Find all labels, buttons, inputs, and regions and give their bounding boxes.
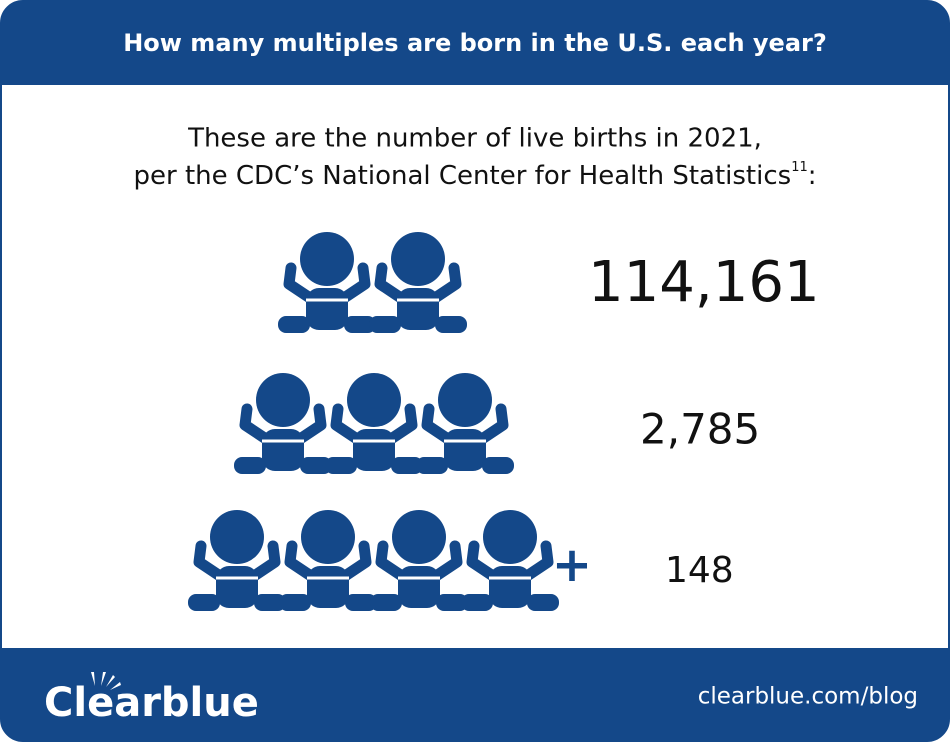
- header-band: [1, 1, 949, 85]
- baby-leg: [461, 594, 493, 611]
- baby-arm: [248, 540, 281, 582]
- baby-arm: [239, 403, 272, 445]
- baby-leg: [254, 594, 286, 611]
- birth-count: 148: [665, 550, 734, 591]
- baby-head: [301, 510, 355, 564]
- baby-body: [307, 566, 349, 608]
- baby-leg: [188, 594, 220, 611]
- baby-leg: [370, 594, 402, 611]
- baby-body: [489, 566, 531, 608]
- baby-leg: [325, 457, 357, 474]
- baby-leg: [344, 316, 376, 333]
- baby-icon: [370, 510, 468, 611]
- baby-arm: [430, 540, 463, 582]
- baby-arm: [421, 403, 454, 445]
- baby-leg: [435, 316, 467, 333]
- baby-icon: [325, 373, 423, 474]
- baby-icon: [369, 232, 467, 333]
- baby-head: [483, 510, 537, 564]
- baby-head: [210, 510, 264, 564]
- baby-arm: [466, 540, 499, 582]
- baby-body: [216, 566, 258, 608]
- url: clearblue.com/blog: [698, 684, 918, 710]
- baby-leg: [345, 594, 377, 611]
- baby-head: [256, 373, 310, 427]
- birth-count: 2,785: [640, 405, 760, 454]
- rows: 114,161 2,785 + 148: [188, 232, 820, 611]
- baby-head: [347, 373, 401, 427]
- baby-body: [397, 288, 439, 330]
- baby-icon: [278, 232, 376, 333]
- logo: Clearblue: [44, 680, 259, 726]
- footer-band: [1, 648, 949, 741]
- baby-leg: [436, 594, 468, 611]
- footnote: 11: [791, 160, 808, 175]
- baby-head: [300, 232, 354, 286]
- baby-leg: [391, 457, 423, 474]
- baby-arm: [193, 540, 226, 582]
- baby-arm: [284, 540, 317, 582]
- baby-arm: [294, 403, 327, 445]
- plus-sign: +: [552, 537, 592, 593]
- baby-body: [444, 429, 486, 471]
- baby-leg: [279, 594, 311, 611]
- baby-arm: [338, 262, 371, 304]
- baby-arm: [429, 262, 462, 304]
- baby-icon: [234, 373, 332, 474]
- baby-head: [392, 510, 446, 564]
- baby-leg: [527, 594, 559, 611]
- baby-arm: [374, 262, 407, 304]
- birth-count: 114,161: [588, 250, 820, 315]
- baby-arm: [385, 403, 418, 445]
- baby-body: [262, 429, 304, 471]
- baby-leg: [300, 457, 332, 474]
- baby-arm: [339, 540, 372, 582]
- baby-arm: [375, 540, 408, 582]
- subtitle-line: per the CDC’s National Center for Health…: [134, 160, 817, 191]
- baby-arm: [330, 403, 363, 445]
- baby-arm: [283, 262, 316, 304]
- logo-rays: [91, 672, 121, 690]
- baby-icon: [279, 510, 377, 611]
- baby-head: [438, 373, 492, 427]
- baby-icon: [188, 510, 286, 611]
- baby-body: [353, 429, 395, 471]
- baby-leg: [278, 316, 310, 333]
- title: How many multiples are born in the U.S. …: [123, 29, 827, 57]
- baby-head: [391, 232, 445, 286]
- baby-leg: [482, 457, 514, 474]
- baby-leg: [369, 316, 401, 333]
- baby-leg: [234, 457, 266, 474]
- baby-arm: [476, 403, 509, 445]
- baby-leg: [416, 457, 448, 474]
- subtitle-text: per the CDC’s National Center for Health…: [134, 161, 792, 191]
- subtitle-end: :: [808, 161, 817, 191]
- baby-icon: [461, 510, 559, 611]
- baby-icon: [416, 373, 514, 474]
- baby-body: [306, 288, 348, 330]
- baby-body: [398, 566, 440, 608]
- baby-arm: [521, 540, 554, 582]
- subtitle-line: These are the number of live births in 2…: [187, 124, 762, 154]
